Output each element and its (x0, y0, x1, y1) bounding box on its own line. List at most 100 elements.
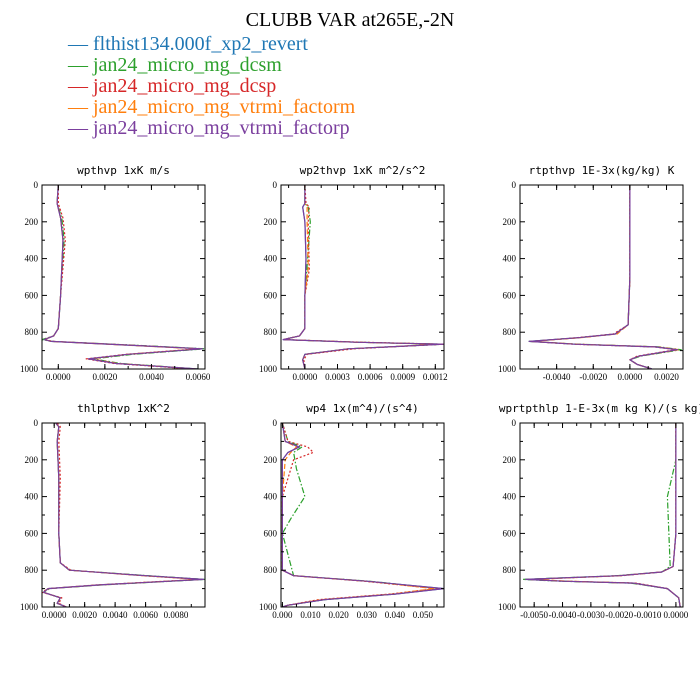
y-tick-label: 800 (503, 327, 517, 337)
y-tick-label: 800 (264, 565, 278, 575)
y-tick-label: 200 (25, 217, 39, 227)
y-tick-label: 400 (503, 492, 517, 502)
series-line (527, 423, 681, 607)
y-tick-label: 800 (25, 327, 39, 337)
series-group (281, 423, 444, 607)
series-line (281, 423, 435, 607)
x-tick-label: 0.040 (385, 610, 406, 620)
y-tick-label: 800 (503, 565, 517, 575)
series-line (528, 185, 682, 369)
panel-title: wprtpthlp 1-E-3x(m kg K)/(s kg) (499, 402, 700, 415)
x-tick-label: 0.020 (328, 610, 349, 620)
x-tick-label: 0.0000 (42, 610, 67, 620)
legend-entry: — jan24_micro_mg_dcsm (67, 54, 282, 76)
y-tick-label: 1000 (259, 364, 278, 374)
plot-frame (519, 184, 684, 370)
series-line (530, 423, 681, 607)
series-group (528, 185, 682, 369)
panel-title: thlpthvp 1xK^2 (77, 402, 170, 415)
x-tick-label: 0.010 (300, 610, 321, 620)
y-tick-label: 1000 (498, 364, 517, 374)
y-tick-label: 800 (25, 565, 39, 575)
legend-entry: — flthist134.000f_xp2_revert (67, 33, 308, 55)
panel: wp2thvp 1xK m^2/s^2 0 200 400 600 800 1000 0.00… (259, 164, 448, 382)
y-tick-label: 400 (264, 492, 278, 502)
y-tick-label: 1000 (20, 364, 39, 374)
series-line (282, 185, 442, 369)
series-line (42, 185, 205, 369)
x-tick-label: -0.0050 (520, 610, 548, 620)
x-tick-label: 0.0040 (103, 610, 128, 620)
x-tick-label: -0.0020 (579, 372, 607, 382)
panel-title: wpthvp 1xK m/s (77, 164, 170, 177)
x-tick-label: 0.0020 (92, 372, 117, 382)
y-tick-label: 400 (264, 254, 278, 264)
x-tick-label: -0.0040 (549, 610, 577, 620)
series-line (530, 185, 680, 369)
x-tick-label: -0.0040 (543, 372, 571, 382)
series-line (42, 423, 205, 607)
legend-entry: — jan24_micro_mg_dcsp (67, 75, 276, 97)
x-tick-label: -0.0010 (634, 610, 662, 620)
y-tick-label: 0 (273, 180, 278, 190)
series-line (282, 185, 444, 369)
series-line (530, 185, 677, 369)
y-tick-label: 600 (264, 528, 278, 538)
x-tick-label: 0.0003 (325, 372, 350, 382)
series-line (528, 185, 679, 369)
x-tick-label: 0.000 (272, 610, 293, 620)
plot-frame (280, 422, 445, 608)
x-tick-label: 0.0020 (72, 610, 97, 620)
series-group (42, 185, 205, 369)
x-tick-label: 0.050 (413, 610, 434, 620)
y-tick-label: 200 (264, 455, 278, 465)
x-tick-label: 0.0020 (654, 372, 679, 382)
y-tick-label: 1000 (20, 602, 39, 612)
figure-title: CLUBB VAR at265E,-2N (246, 9, 455, 31)
series-line (525, 423, 681, 607)
legend-entry: — jan24_micro_mg_vtrmi_factorm (67, 96, 356, 118)
series-line (42, 423, 200, 607)
x-tick-label: -0.0030 (577, 610, 605, 620)
y-tick-label: 600 (264, 290, 278, 300)
legend: — flthist134.000f_xp2_revert— jan24_micr… (67, 33, 356, 139)
y-tick-label: 0 (34, 418, 39, 428)
x-tick-label: 0.0060 (133, 610, 158, 620)
series-line (43, 185, 204, 369)
y-tick-label: 400 (503, 254, 517, 264)
y-tick-label: 400 (25, 254, 39, 264)
panel: rtpthvp 1E-3x(kg/kg) K 0 200 400 600 800 1000 -… (498, 164, 684, 382)
series-line (281, 423, 444, 607)
y-tick-label: 400 (25, 492, 39, 502)
y-tick-label: 600 (25, 528, 39, 538)
y-tick-label: 200 (503, 455, 517, 465)
x-tick-label: 0.0006 (358, 372, 383, 382)
x-tick-label: 0.0000 (46, 372, 71, 382)
panel-title: wp2thvp 1xK m^2/s^2 (300, 164, 426, 177)
legend-entry: — jan24_micro_mg_vtrmi_factorp (67, 117, 350, 139)
panel-title: wp4 1x(m^4)/(s^4) (306, 402, 419, 415)
panel: wpthvp 1xK m/s 0 200 400 600 800 1000 0.0000 0.0… (20, 164, 211, 382)
series-line (522, 423, 681, 607)
x-tick-label: 0.0000 (618, 372, 643, 382)
y-tick-label: 1000 (498, 602, 517, 612)
y-tick-label: 600 (503, 290, 517, 300)
panel: wprtpthlp 1-E-3x(m kg K)/(s kg) 0 200 400 60… (498, 402, 700, 620)
y-tick-label: 600 (25, 290, 39, 300)
series-line (281, 423, 438, 607)
x-tick-label: 0.0012 (423, 372, 448, 382)
plot-frame (41, 184, 206, 370)
series-group (42, 423, 205, 607)
y-tick-label: 0 (273, 418, 278, 428)
plot-frame (41, 422, 206, 608)
y-tick-label: 0 (512, 418, 517, 428)
x-tick-label: 0.0080 (164, 610, 189, 620)
y-tick-label: 0 (34, 180, 39, 190)
series-group (522, 423, 681, 607)
y-tick-label: 200 (264, 217, 278, 227)
series-line (281, 423, 444, 607)
series-line (43, 185, 201, 369)
series-line (281, 423, 441, 607)
